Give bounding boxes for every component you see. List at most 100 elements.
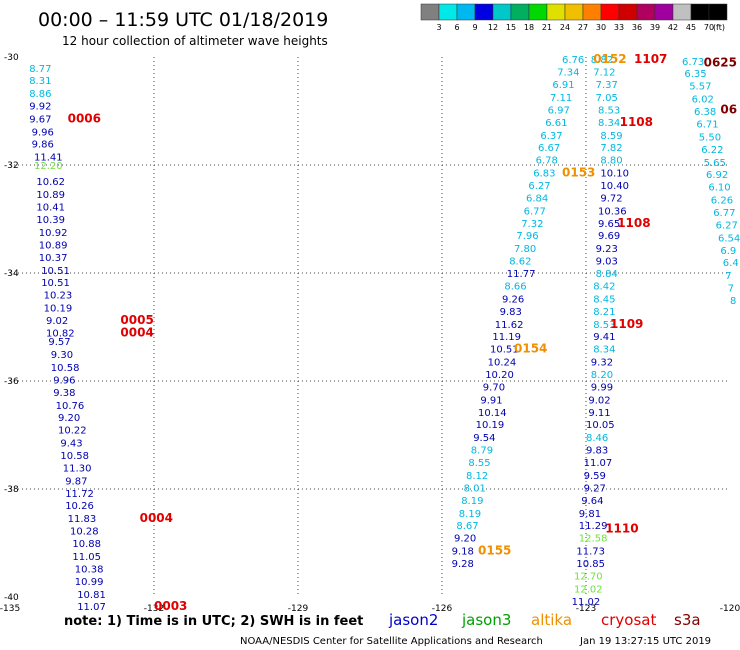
y-axis-ticks: -30 -32 -34 -36 -38 -40	[4, 53, 19, 603]
wave-value: 6.02	[692, 95, 714, 106]
scale-label: 12	[488, 23, 498, 32]
wave-value: 9.92	[29, 102, 51, 113]
scale-swatch	[582, 3, 602, 21]
x-tick-label: -132	[144, 604, 164, 614]
scale-label: 30	[596, 23, 606, 32]
wave-value: 6.27	[528, 181, 550, 192]
wave-value: 8.20	[591, 370, 613, 381]
wave-value: 12.70	[574, 571, 603, 582]
wave-value: 6.35	[684, 69, 706, 80]
wave-value: 9.02	[588, 395, 610, 406]
scale-swatch	[654, 3, 674, 21]
wave-value: 9.38	[53, 388, 75, 399]
wave-value: 6.27	[716, 220, 738, 231]
wave-value: 10.10	[600, 169, 629, 180]
wave-value: 7.82	[600, 143, 622, 154]
wave-value: 5.65	[704, 158, 726, 169]
wave-height-points: 8.778.318.869.929.679.969.8611.4112.2010…	[29, 55, 740, 613]
wave-value: 6.77	[713, 208, 735, 219]
y-tick-label: -32	[4, 161, 19, 171]
wave-value: 8.19	[459, 509, 481, 520]
wave-value: 10.85	[576, 559, 605, 570]
wave-value: 6.10	[708, 183, 730, 194]
wave-value: 9.86	[32, 139, 54, 150]
scale-swatch	[528, 3, 548, 21]
scale-label: 15	[506, 23, 516, 32]
wave-value: 10.41	[36, 203, 65, 214]
wave-value: 11.07	[77, 602, 106, 613]
legend-cryosat: cryosat	[601, 611, 656, 629]
scale-swatch	[438, 3, 458, 21]
wave-value: 9.20	[454, 534, 476, 545]
legend-s3a: s3a	[674, 611, 701, 629]
wave-value: 9.96	[32, 128, 54, 139]
wave-value: 10.89	[39, 240, 68, 251]
scale-swatch	[708, 3, 728, 21]
wave-value: 8.31	[29, 76, 51, 87]
wave-value: 6.26	[711, 196, 733, 207]
wave-value: 8.42	[593, 281, 615, 292]
wave-value: 9.72	[600, 193, 622, 204]
wave-value: 5.50	[699, 132, 721, 143]
wave-value: 9.32	[591, 358, 613, 369]
wave-value: 9.57	[48, 337, 70, 348]
wave-value: 9.20	[58, 413, 80, 424]
wave-value: 11.77	[507, 269, 536, 280]
wave-value: 8.34	[598, 118, 620, 129]
wave-value: 8.67	[456, 521, 478, 532]
color-scale: 3 6 9 12 15 18 21 24 27 30 33 36 39 42 45 70(ft)	[420, 3, 728, 32]
time-label: 0004	[120, 325, 153, 339]
wave-value: 10.19	[476, 420, 505, 431]
wave-value: 7	[728, 284, 734, 295]
wave-value: 8.55	[468, 458, 490, 469]
wave-value: 9.65	[598, 219, 620, 230]
scale-label: 33	[614, 23, 624, 32]
scale-unit: (ft)	[713, 23, 725, 32]
x-tick-label: -123	[576, 604, 596, 614]
scale-swatch	[456, 3, 476, 21]
y-tick-label: -30	[4, 53, 19, 63]
wave-value: 6.83	[533, 169, 555, 180]
wave-value: 9.27	[584, 483, 606, 494]
wave-value: 10.14	[478, 408, 507, 419]
wave-value: 10.62	[36, 177, 65, 188]
scale-swatch	[474, 3, 494, 21]
time-label: 0155	[478, 544, 511, 558]
wave-value: 6.61	[545, 118, 567, 129]
wave-value: 12.02	[574, 584, 603, 595]
legend-jason2: jason2	[388, 611, 438, 629]
wave-value: 10.51	[41, 266, 70, 277]
wave-value: 6.92	[706, 170, 728, 181]
footer-credit: NOAA/NESDIS Center for Satellite Applica…	[240, 636, 543, 647]
wave-value: 10.51	[41, 278, 70, 289]
wave-value: 9.18	[452, 547, 474, 558]
wave-value: 11.83	[68, 514, 97, 525]
wave-value: 5.57	[689, 82, 711, 93]
wave-value: 7.34	[557, 68, 579, 79]
time-labels: 0006000500040004000301520153015401551107…	[68, 52, 738, 613]
wave-value: 9.30	[51, 350, 73, 361]
wave-value: 8.12	[466, 471, 488, 482]
wave-value: 10.38	[75, 564, 104, 575]
wave-value: 10.39	[36, 215, 65, 226]
time-label: 0152	[593, 52, 626, 66]
wave-value: 6.77	[524, 206, 546, 217]
time-label: 0003	[154, 599, 187, 613]
x-tick-label: -129	[288, 604, 309, 614]
wave-value: 9.02	[46, 316, 68, 327]
note-text: note: 1) Time is in UTC; 2) SWH is in fe…	[64, 614, 363, 629]
wave-value: 8.34	[593, 345, 615, 356]
scale-swatch	[618, 3, 638, 21]
wave-value: 10.19	[44, 304, 73, 315]
satellite-legend: jason2 jason3 altika cryosat s3a	[388, 611, 701, 629]
legend-jason3: jason3	[461, 611, 511, 629]
wave-value: 10.82	[46, 328, 75, 339]
scale-swatch	[564, 3, 584, 21]
wave-value: 10.22	[58, 426, 87, 437]
wave-value: 9.43	[60, 439, 82, 450]
wave-value: 10.24	[488, 358, 517, 369]
wave-value: 10.26	[65, 501, 94, 512]
y-tick-label: -38	[4, 485, 19, 495]
wave-value: 7.05	[596, 93, 618, 104]
